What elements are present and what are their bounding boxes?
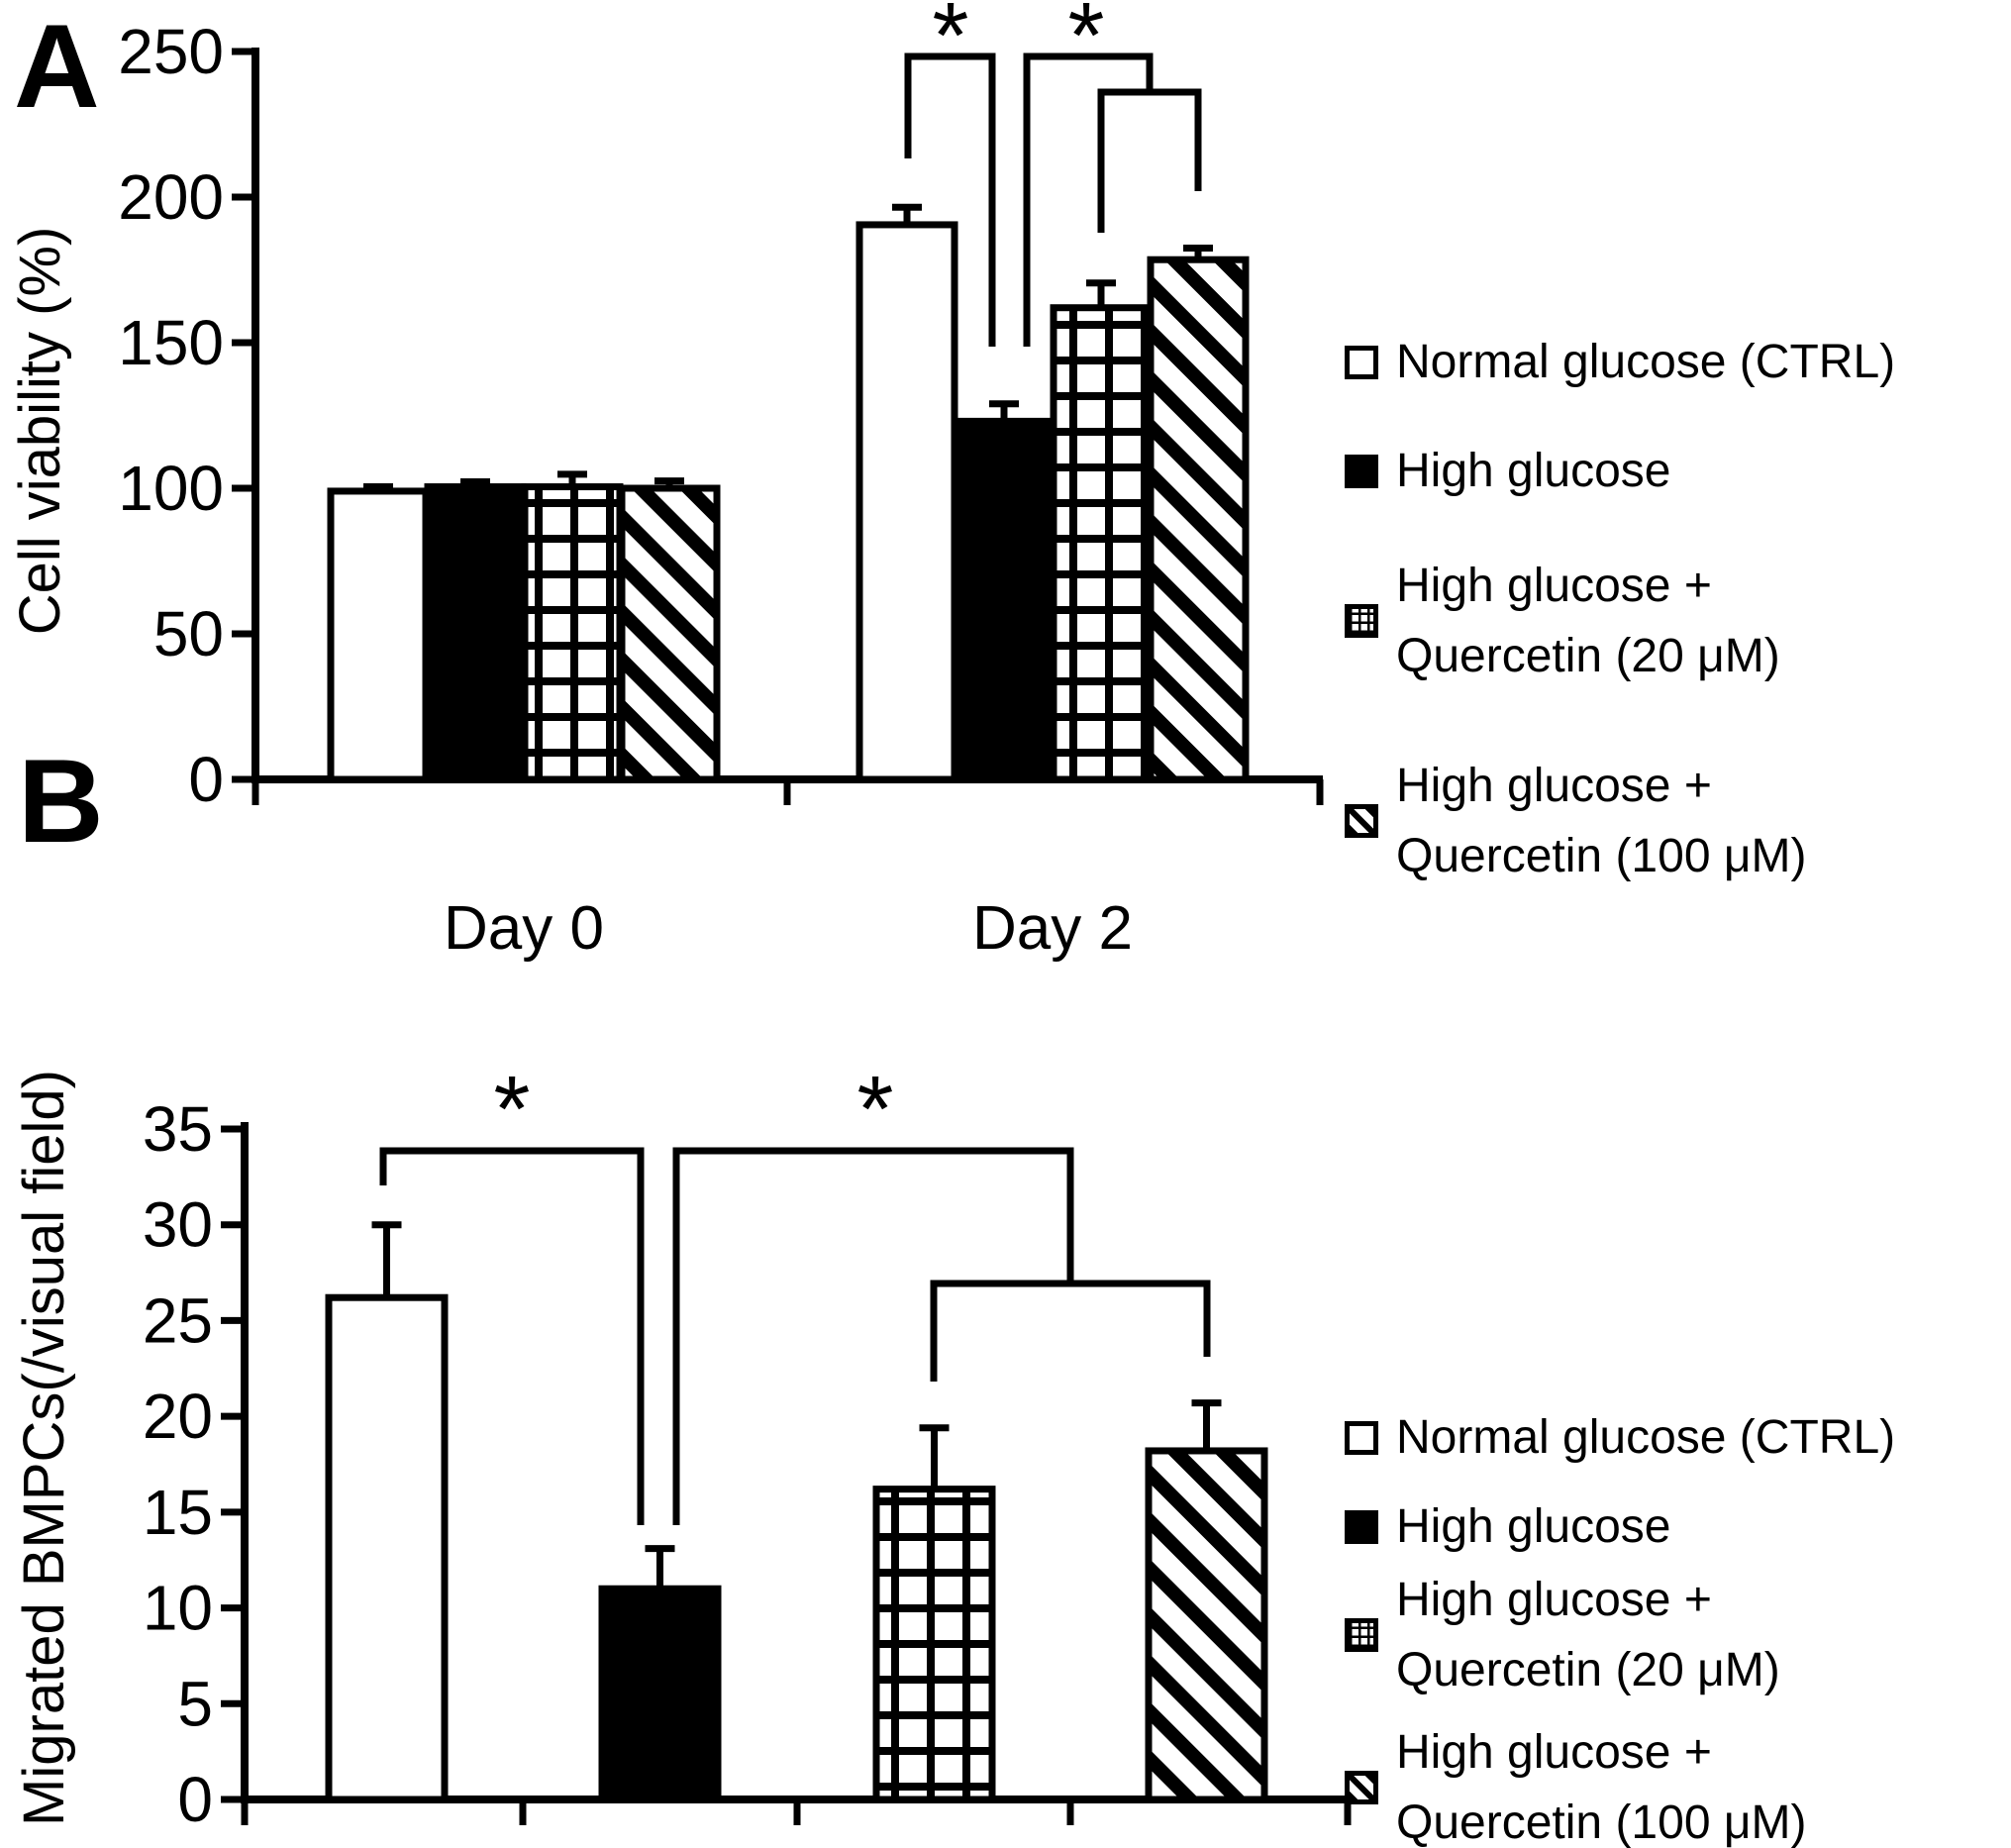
x-category-label: Day 0 [444, 894, 604, 963]
bar-day0-hg-quercetin-20 [521, 483, 624, 783]
bar-day2-hg-quercetin-20 [1050, 304, 1153, 783]
y-tick-label: 30 [143, 1189, 213, 1261]
y-tick-label: 50 [153, 598, 224, 669]
significance-star: * [933, 0, 969, 88]
y-tick-label: 15 [143, 1477, 213, 1548]
y-tick-label: 25 [143, 1284, 213, 1356]
y-tick-label: 0 [188, 744, 224, 815]
significance-star: * [1068, 0, 1105, 88]
y-tick-label: 35 [143, 1093, 213, 1165]
bar-b-high-glucose [598, 1585, 722, 1803]
significance-star: * [857, 1057, 894, 1162]
y-tick-label: 250 [118, 16, 224, 87]
panel-b: 0 5 10 15 20 25 30 35 * * B Migrated BMPCs(/visual … [12, 735, 1352, 1835]
y-tick-label: 100 [118, 453, 224, 524]
x-category-label: Day 2 [972, 894, 1133, 963]
y-tick-label: 150 [118, 307, 224, 378]
significance-bracket [672, 1147, 1074, 1525]
y-axis-title: Migrated BMPCs(/visual field) [12, 1070, 76, 1826]
bar-b-hg-quercetin-100 [1145, 1447, 1268, 1803]
y-axis-title: Cell viability (%) [8, 227, 72, 636]
y-tick-label: 0 [177, 1764, 213, 1835]
significance-star: * [494, 1057, 531, 1162]
panel-a: 0 50 100 150 200 250 * * A Cell viability (%) Day … [8, 0, 1324, 963]
bar-day2-high-glucose [953, 417, 1056, 783]
bar-day0-hg-quercetin-100 [618, 484, 721, 783]
significance-bracket [904, 52, 996, 347]
panel-letter: B [18, 735, 104, 868]
y-tick-label: 200 [118, 161, 224, 233]
significance-bracket [1023, 52, 1154, 347]
significance-bracket [930, 1280, 1211, 1382]
bar-day2-hg-quercetin-100 [1147, 256, 1250, 783]
bar-b-hg-quercetin-20 [872, 1486, 996, 1803]
bar-b-ctrl [325, 1293, 449, 1803]
bar-day0-high-glucose [424, 483, 527, 783]
bar-day0-ctrl [327, 487, 430, 783]
bar-day2-ctrl [855, 221, 958, 783]
panel-letter: A [14, 0, 100, 133]
y-tick-label: 10 [143, 1573, 213, 1644]
y-tick-label: 5 [177, 1668, 213, 1739]
significance-bracket [379, 1147, 645, 1525]
significance-bracket [1097, 88, 1202, 233]
y-tick-label: 20 [143, 1381, 213, 1452]
